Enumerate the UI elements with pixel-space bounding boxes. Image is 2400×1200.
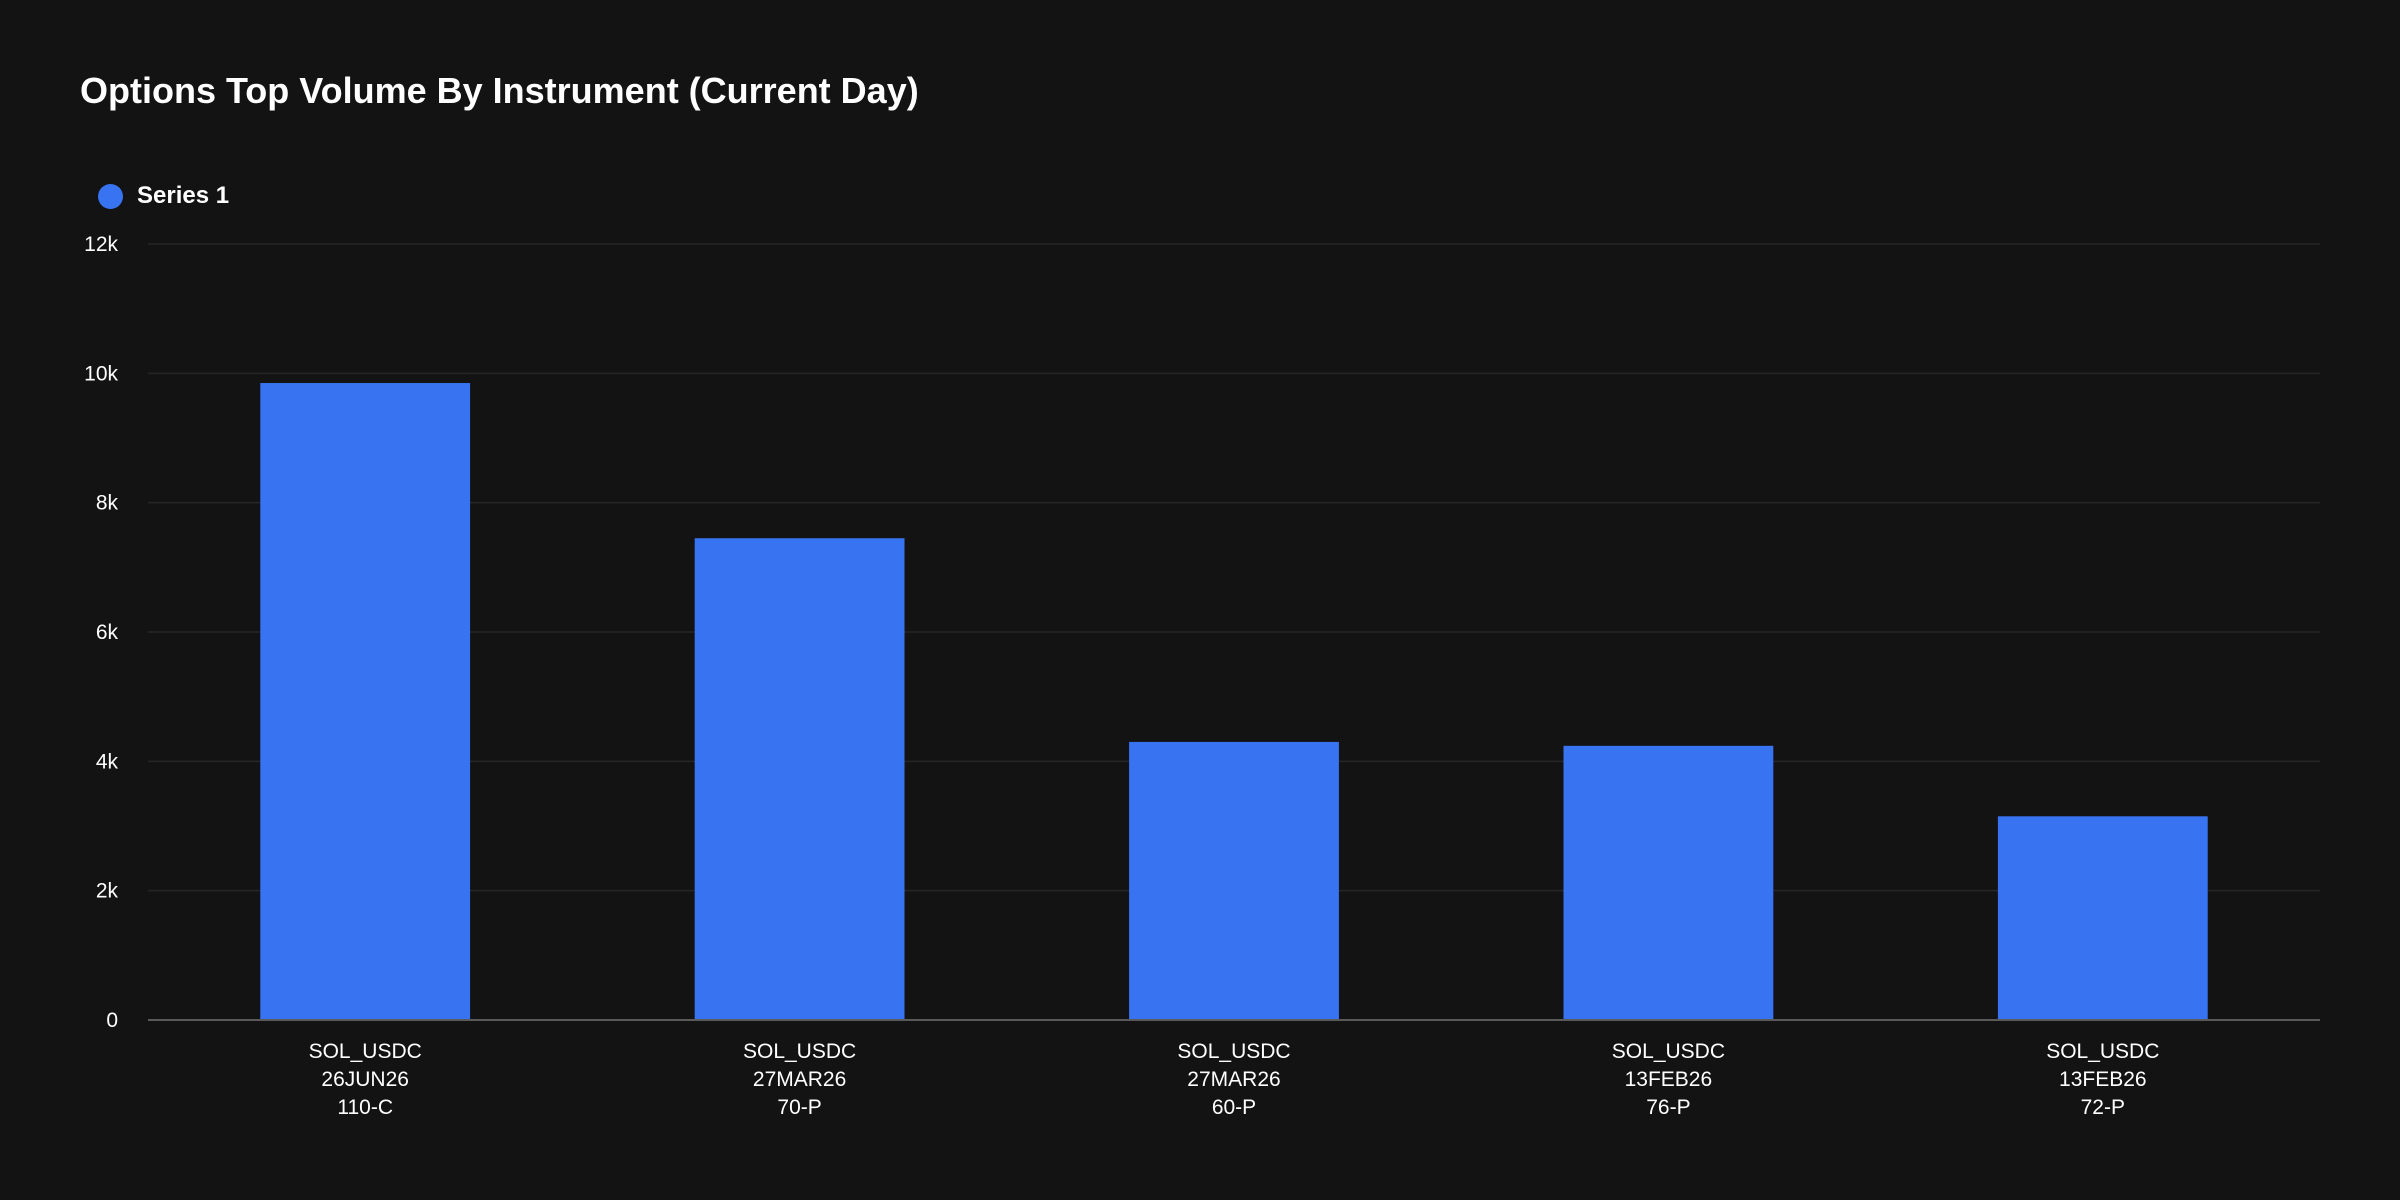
- chart-title: Options Top Volume By Instrument (Curren…: [80, 70, 919, 111]
- x-category-label: SOL_USDC 27MAR26 70-P: [743, 1040, 856, 1119]
- x-category-label-line: SOL_USDC: [743, 1040, 856, 1063]
- x-category-label-line: SOL_USDC: [1177, 1040, 1290, 1063]
- x-category-label-line: 110-C: [337, 1096, 393, 1119]
- bar[interactable]: [694, 538, 905, 1020]
- y-tick-label: 4k: [96, 750, 119, 773]
- y-tick-label: 8k: [96, 492, 119, 515]
- y-tick-label: 10k: [84, 362, 118, 385]
- x-category-label-line: 26JUN26: [321, 1068, 409, 1091]
- x-category-label: SOL_USDC 13FEB26 72-P: [2046, 1040, 2159, 1119]
- legend-swatch-series-1: [98, 183, 123, 209]
- y-tick-label: 2k: [96, 880, 119, 903]
- x-category-label-line: 72-P: [2081, 1096, 2125, 1119]
- y-tick-label: 12k: [84, 233, 118, 256]
- x-category-label-line: 27MAR26: [753, 1068, 846, 1091]
- x-category-label-line: SOL_USDC: [309, 1040, 422, 1063]
- x-category-label-line: 13FEB26: [1625, 1068, 1713, 1091]
- y-tick-labels: 0 2k 4k 6k 8k 10k 12k: [84, 233, 118, 1032]
- x-category-label: SOL_USDC 27MAR26 60-P: [1177, 1040, 1290, 1119]
- x-category-label-line: 76-P: [1646, 1096, 1690, 1119]
- bars: [260, 383, 2208, 1020]
- chart-legend[interactable]: Series 1: [98, 180, 229, 212]
- x-category-label-line: 60-P: [1212, 1096, 1256, 1119]
- y-tick-label: 6k: [96, 621, 119, 644]
- grid-lines: [148, 243, 2320, 892]
- x-category-label-line: SOL_USDC: [2046, 1040, 2159, 1063]
- bar[interactable]: [1563, 745, 1774, 1020]
- x-category-label-line: 70-P: [777, 1096, 821, 1119]
- legend-label-series-1: Series 1: [137, 182, 230, 209]
- x-category-label-line: SOL_USDC: [1612, 1040, 1725, 1063]
- x-category-label-line: 13FEB26: [2059, 1068, 2147, 1091]
- x-category-label: SOL_USDC 13FEB26 76-P: [1612, 1040, 1725, 1119]
- bar[interactable]: [1997, 816, 2208, 1020]
- x-category-label: SOL_USDC 26JUN26 110-C: [309, 1040, 422, 1119]
- bar[interactable]: [260, 383, 471, 1020]
- bar[interactable]: [1129, 741, 1339, 1020]
- x-category-label-line: 27MAR26: [1187, 1068, 1280, 1091]
- y-tick-label: 0: [106, 1009, 118, 1032]
